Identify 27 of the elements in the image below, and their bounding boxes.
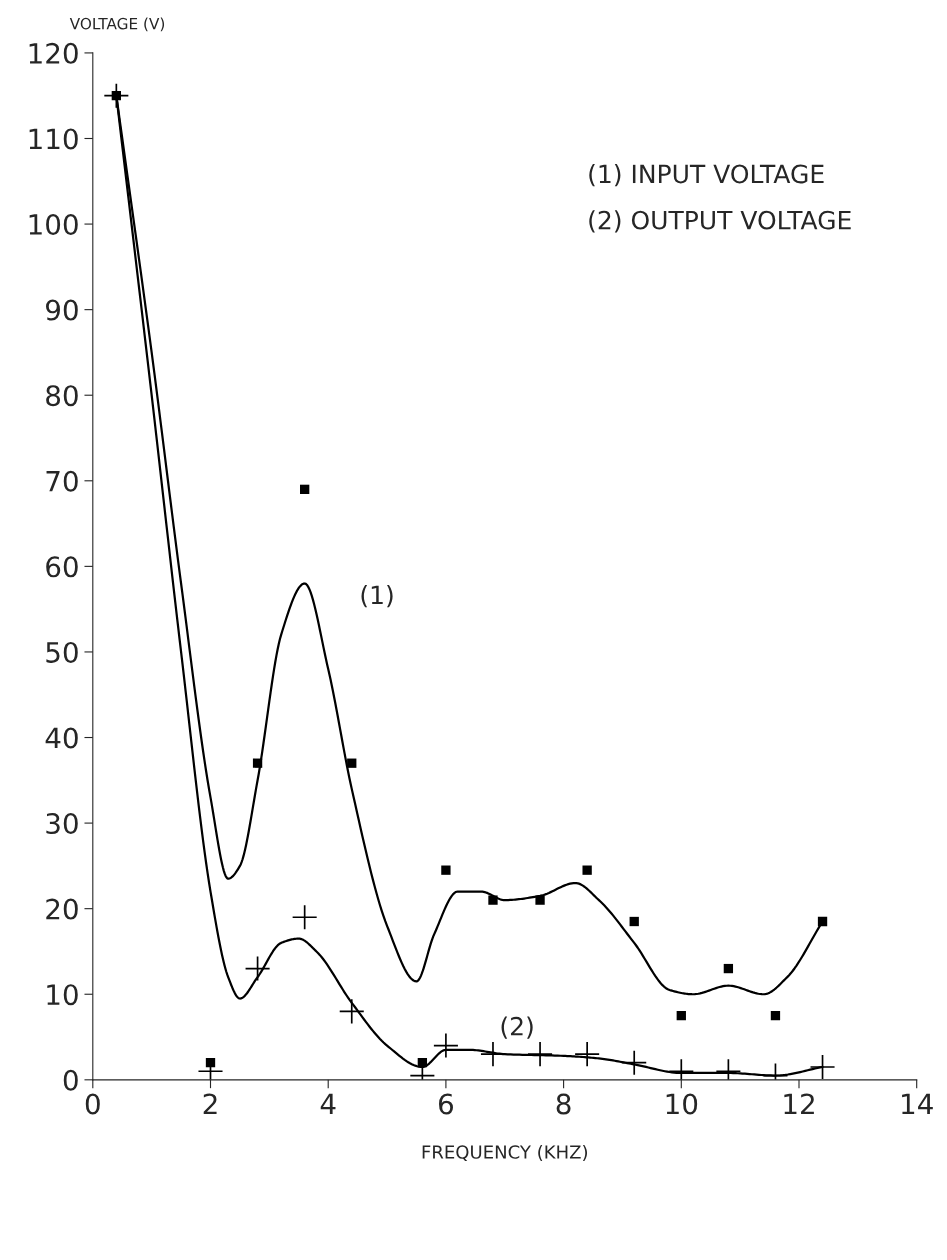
y-tick-label: 100 xyxy=(29,214,78,236)
y-tick-label: 10 xyxy=(47,984,78,1006)
x-tick-label: 0 xyxy=(85,1093,100,1115)
x-tick-label: 4 xyxy=(320,1093,336,1115)
y-tick-label: 80 xyxy=(46,385,78,407)
y-tick-label: 110 xyxy=(29,128,78,150)
annotation: (1) xyxy=(361,585,393,608)
y-tick-label: 0 xyxy=(63,1069,78,1091)
x-tick-label: 8 xyxy=(556,1093,571,1115)
x-tick-label: 2 xyxy=(203,1093,217,1115)
y-tick-label: 30 xyxy=(46,813,78,835)
y-tick-label: 120 xyxy=(29,42,78,64)
y-tick-label: 20 xyxy=(46,898,78,920)
annotation: (2) xyxy=(501,1016,533,1039)
x-tick-label: 12 xyxy=(784,1093,814,1115)
x-tick-label: 14 xyxy=(902,1093,933,1115)
annotation: (1) INPUT VOLTAGE xyxy=(589,164,824,187)
annotation: (2) OUTPUT VOLTAGE xyxy=(589,210,851,233)
x-axis-title: FREQUENCY (KHZ) xyxy=(422,1144,588,1161)
x-tick-label: 10 xyxy=(666,1093,698,1115)
y-tick-label: 50 xyxy=(46,641,78,663)
y-tick-label: 60 xyxy=(46,556,78,578)
y-tick-label: 40 xyxy=(45,727,78,749)
x-tick-label: 6 xyxy=(439,1093,453,1115)
y-tick-label: 90 xyxy=(46,299,78,321)
y-tick-label: 70 xyxy=(46,470,78,492)
y-axis-title: VOLTAGE (V) xyxy=(69,17,165,32)
